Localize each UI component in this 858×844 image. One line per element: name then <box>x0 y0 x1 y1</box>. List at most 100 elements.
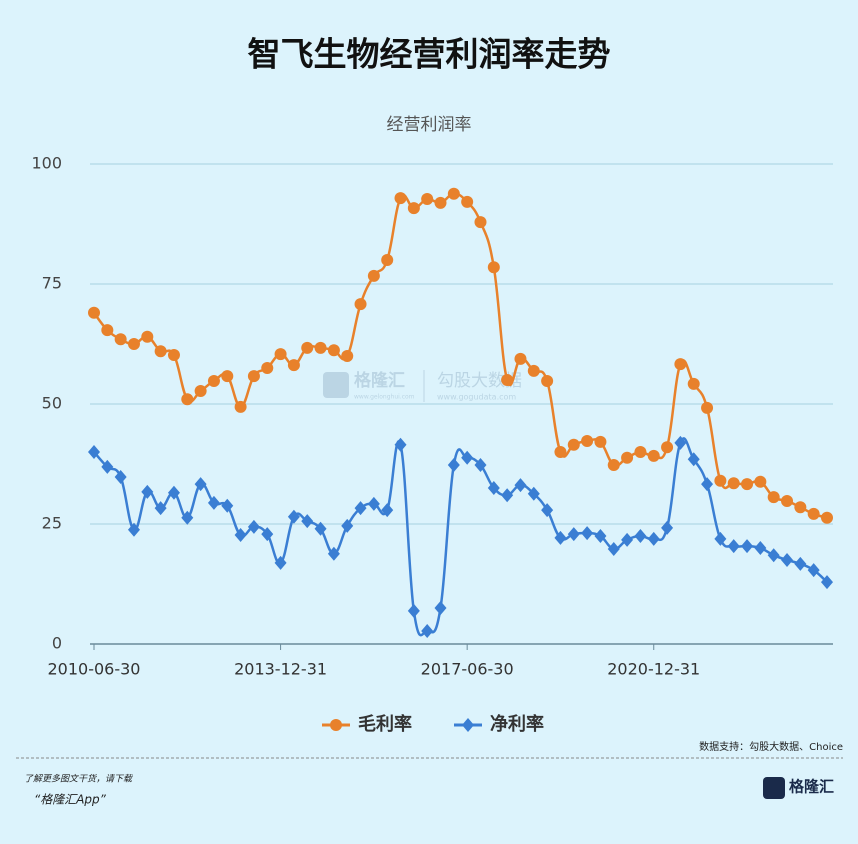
point <box>394 437 407 452</box>
point <box>341 518 354 533</box>
point <box>462 718 474 732</box>
point <box>114 333 127 346</box>
point <box>754 541 767 555</box>
point <box>167 485 180 500</box>
point <box>621 532 634 547</box>
point <box>567 438 580 451</box>
point <box>194 477 207 492</box>
point <box>741 478 754 491</box>
point <box>701 477 714 492</box>
point <box>821 511 833 524</box>
point <box>514 352 527 365</box>
point <box>594 435 607 448</box>
point <box>714 531 727 546</box>
point <box>754 475 767 488</box>
point <box>301 514 314 529</box>
point <box>821 575 833 590</box>
x-tick-label: 2010-06-30 <box>48 660 141 679</box>
point <box>461 450 474 465</box>
point <box>394 192 407 205</box>
point <box>767 491 780 504</box>
point <box>581 434 594 447</box>
point <box>407 603 420 618</box>
point <box>314 521 327 536</box>
point <box>301 341 314 354</box>
footer-app: “格隆汇App” <box>34 793 107 807</box>
point <box>261 527 274 542</box>
point <box>367 269 380 282</box>
point <box>247 370 260 383</box>
point <box>541 374 554 387</box>
watermark: 格隆汇 www.gelonghui.com 勾股大数据 www.gogudata… <box>323 370 522 402</box>
point <box>234 400 247 413</box>
point <box>674 435 687 450</box>
point <box>687 452 700 467</box>
point <box>487 261 500 274</box>
point <box>661 441 674 454</box>
point <box>101 324 114 337</box>
point <box>727 539 740 554</box>
point <box>447 457 460 472</box>
watermark-partner-url: www.gogudata.com <box>437 393 516 402</box>
point <box>354 298 367 311</box>
point <box>647 449 660 462</box>
point <box>461 195 474 208</box>
watermark-brand: 格隆汇 <box>354 370 405 391</box>
point <box>527 486 540 501</box>
point <box>781 494 794 507</box>
point <box>434 601 447 615</box>
point <box>487 481 500 495</box>
point <box>287 509 300 524</box>
y-tick-label: 75 <box>42 274 62 293</box>
point <box>341 350 354 362</box>
y-tick-label: 0 <box>52 634 62 653</box>
point <box>701 401 714 414</box>
point <box>474 457 487 472</box>
point <box>221 370 234 383</box>
point <box>181 510 194 525</box>
point <box>367 496 380 511</box>
x-tick-label: 2020-12-31 <box>607 660 700 679</box>
point <box>527 364 540 377</box>
point <box>554 446 567 458</box>
x-tick-label: 2017-06-30 <box>421 660 514 679</box>
point <box>541 503 554 518</box>
footer-logo-icon <box>763 777 785 799</box>
point <box>207 374 220 387</box>
point <box>714 474 727 487</box>
point <box>381 254 394 266</box>
point <box>647 531 660 546</box>
point <box>154 501 167 516</box>
point <box>127 522 140 537</box>
point <box>727 477 740 490</box>
point <box>127 338 140 350</box>
plot: 0 25 50 75 100 2010-06-30 2013-12-31 2017-06-30… <box>31 154 833 735</box>
point <box>634 446 647 458</box>
point <box>807 507 820 520</box>
point <box>330 719 342 731</box>
point <box>687 377 700 390</box>
point <box>287 359 300 372</box>
point <box>167 349 180 362</box>
legend-label: 净利率 <box>490 713 544 735</box>
point <box>767 548 780 563</box>
point <box>261 362 274 374</box>
point <box>327 546 340 561</box>
point <box>114 469 127 484</box>
point <box>88 445 100 459</box>
source-note: 数据支持：勾股大数据、Choice <box>699 740 843 753</box>
footer-logo: 格隆汇 <box>789 778 834 796</box>
point <box>581 526 594 541</box>
point <box>741 539 754 554</box>
point <box>434 196 447 209</box>
watermark-icon <box>323 372 349 398</box>
legend-label: 毛利率 <box>358 713 412 735</box>
point <box>141 484 154 499</box>
y-tick-label: 50 <box>42 394 62 413</box>
point <box>514 478 527 493</box>
x-tick-label: 2013-12-31 <box>234 660 327 679</box>
point <box>447 187 460 200</box>
point <box>794 501 807 514</box>
